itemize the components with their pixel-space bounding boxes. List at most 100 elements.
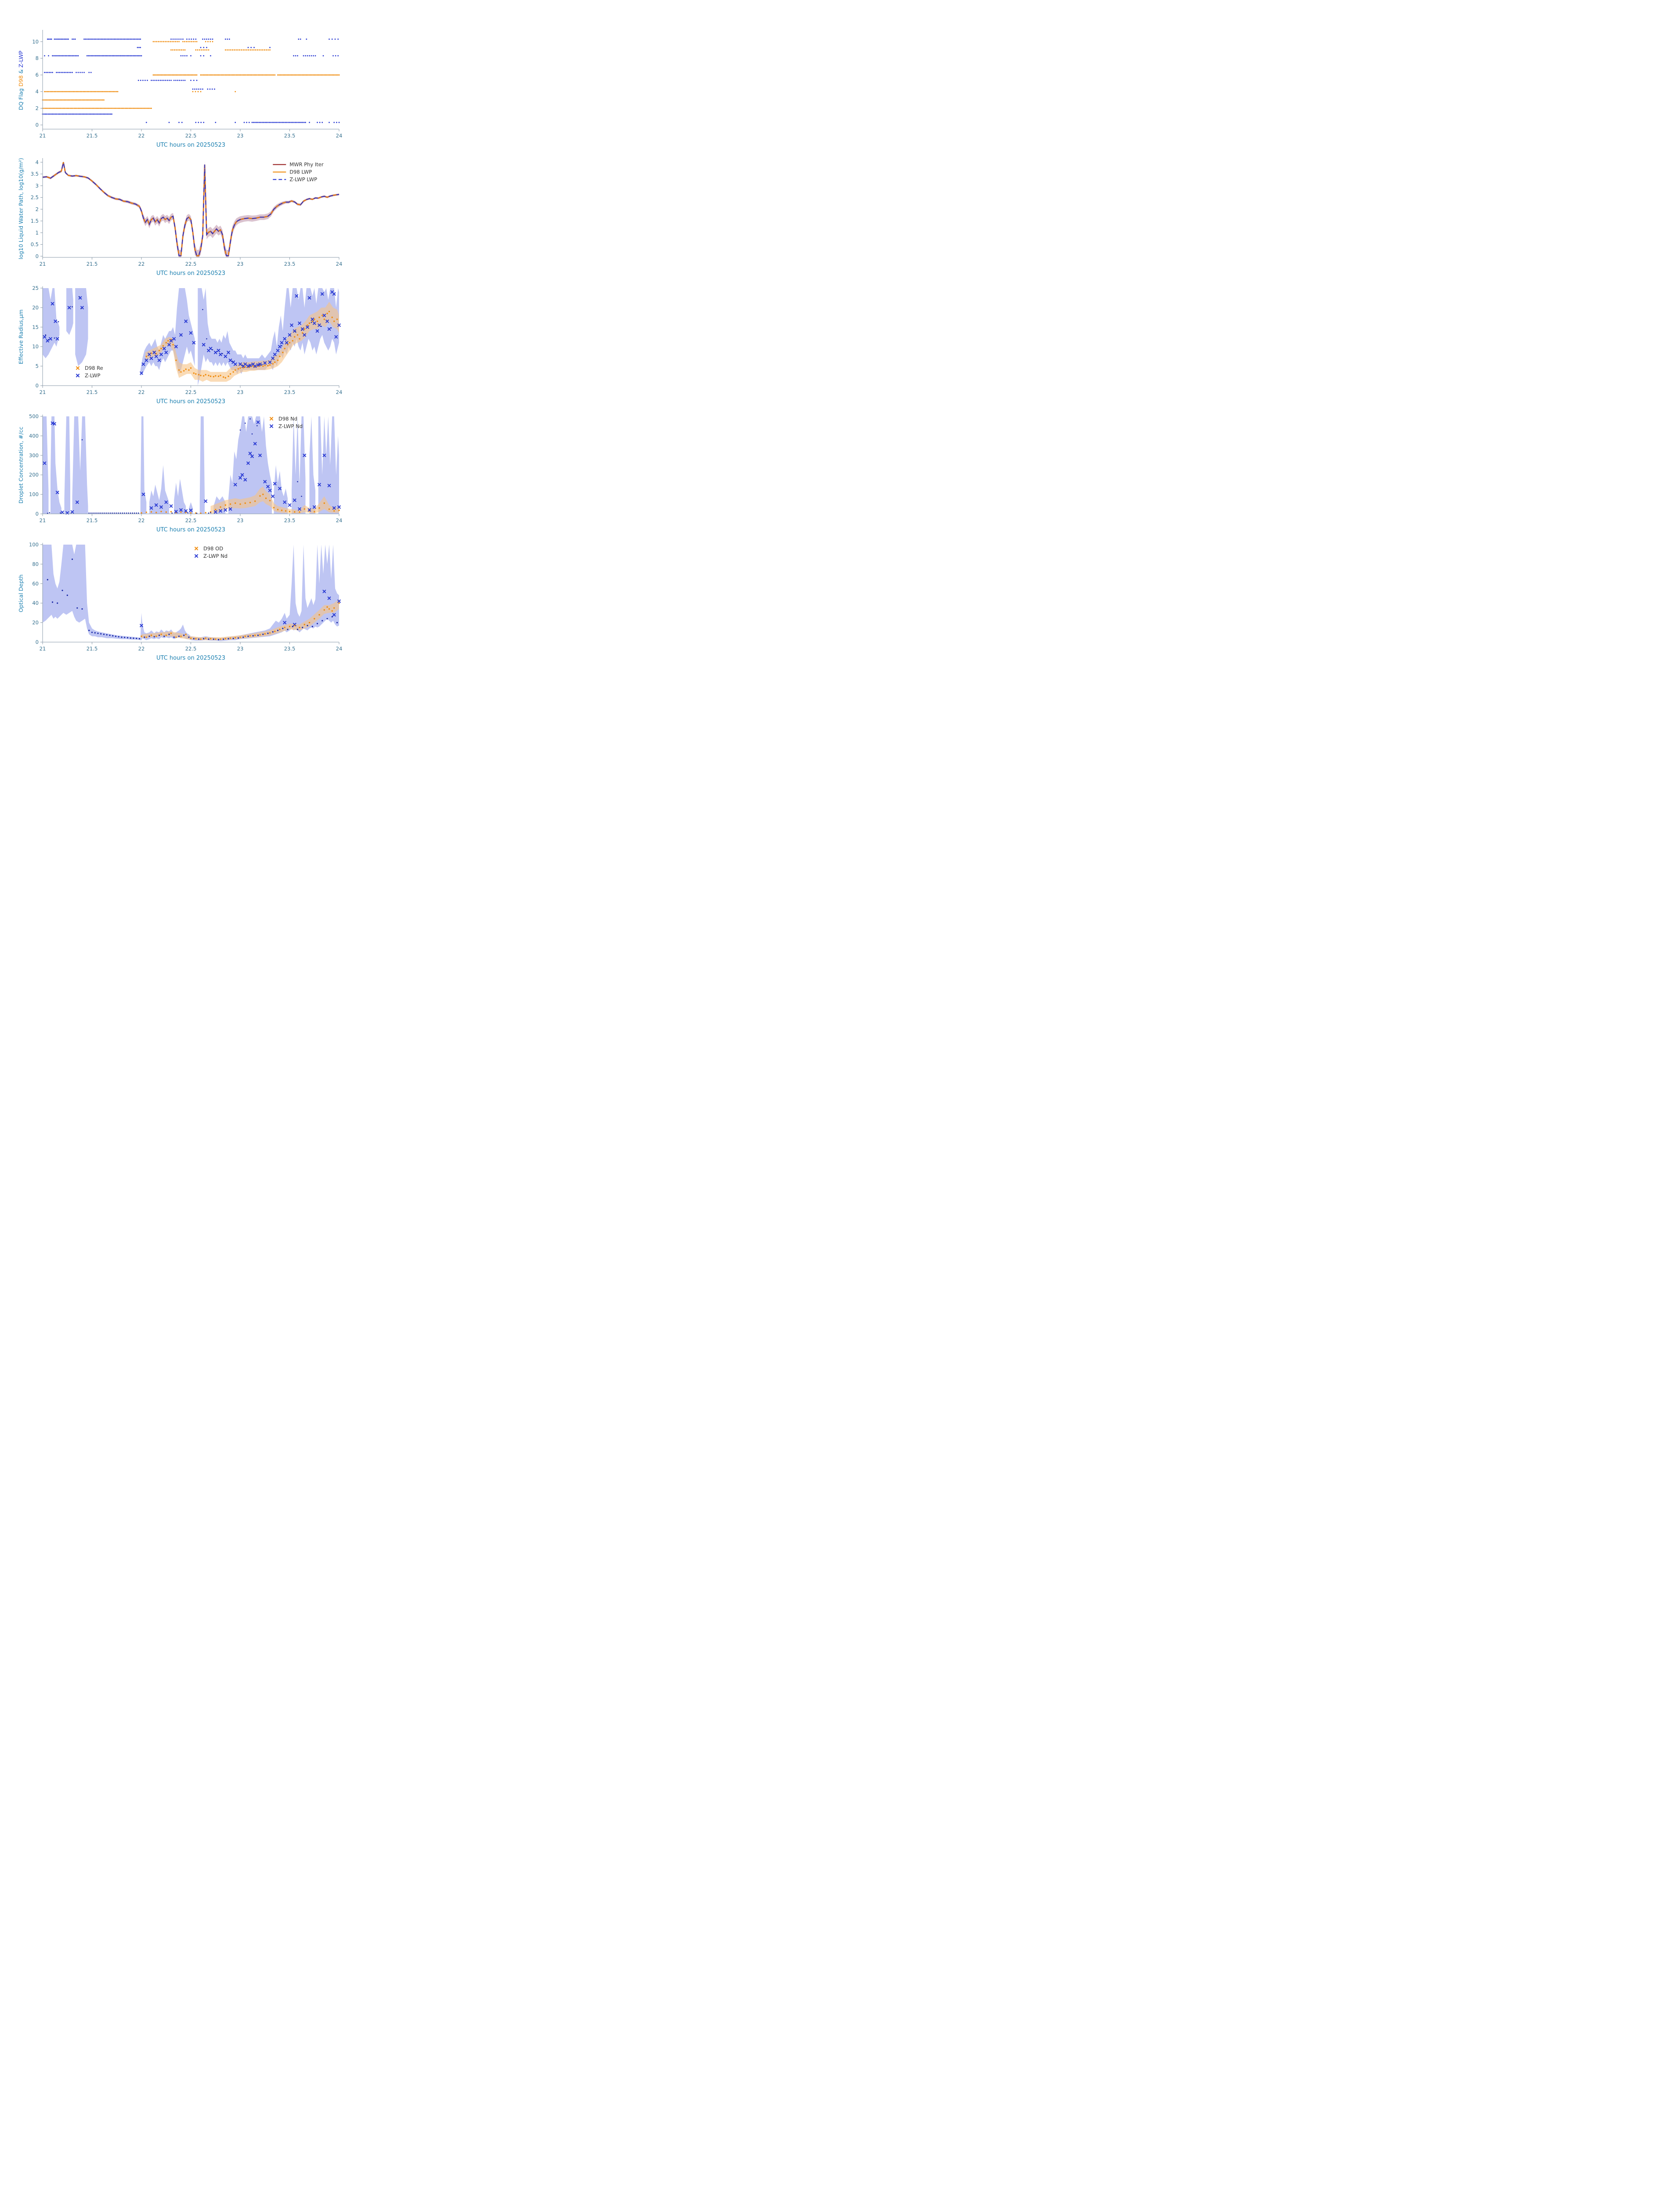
zlwp-flag-dots: [51, 38, 52, 40]
zlwp-re-x: [179, 333, 183, 337]
d98-od-dots: [279, 628, 281, 630]
zlwp-flag-dots: [132, 38, 134, 40]
zlwp-flag-dots: [65, 72, 67, 73]
d98-flag-dots: [244, 74, 246, 76]
d98-flag-dots: [192, 41, 194, 43]
zlwp-flag-dots: [280, 122, 282, 123]
zlwp-re-band: [198, 288, 339, 386]
zlwp-re-x: [202, 343, 206, 347]
zlwp-nd-x: [75, 500, 79, 504]
zlwp-flag-dots: [124, 55, 126, 57]
zlwp-flag-dots: [81, 113, 83, 115]
zlwp-flag-dots: [121, 38, 123, 40]
zlwp-re-x: [169, 339, 173, 343]
d98-flag-dots: [68, 108, 69, 109]
zlwp-flag-dots: [261, 122, 263, 123]
zlwp-nd-x: [218, 509, 223, 513]
d98-flag-dots: [120, 108, 122, 109]
zlwp-nd-x: [159, 505, 163, 509]
d98-re-dots: [269, 364, 271, 366]
d98-flag-dots: [162, 74, 164, 76]
d98-flag-dots: [83, 99, 84, 101]
zlwp-flag-dots: [107, 113, 108, 115]
d98-od-dots: [314, 618, 315, 620]
legend-marker-x: [269, 417, 274, 421]
zlwp-nd-small-dots: [130, 512, 131, 514]
zlwp-od-dots: [223, 638, 224, 640]
d98-flag-dots: [259, 74, 260, 76]
d98-flag-dots: [182, 41, 184, 43]
zlwp-nd-x: [293, 498, 296, 502]
d98-flag-dots: [234, 74, 236, 76]
zlwp-flag-dots: [59, 38, 61, 40]
zlwp-flag-dots: [314, 55, 316, 57]
d98-flag-dots: [58, 99, 60, 101]
zlwp-flag-dots: [73, 55, 75, 57]
x-tick-label: 21.5: [87, 133, 98, 139]
d98-flag-dots: [308, 74, 310, 76]
zlwp-flag-dots: [210, 55, 211, 57]
zlwp-flag-dots: [140, 38, 141, 40]
d98-re-dots: [284, 347, 285, 350]
d98-nd-dots: [254, 500, 256, 502]
zlwp-re-x: [315, 329, 319, 333]
zlwp-flag-dots: [263, 122, 264, 123]
zlwp-re-small-dots: [295, 331, 296, 332]
d98-flag-dots: [176, 74, 177, 76]
zlwp-flag-dots: [295, 122, 296, 123]
d98-nd-dots: [262, 493, 264, 495]
d98-flag-dots: [47, 99, 49, 101]
zlwp-nd-x: [266, 484, 270, 488]
d98-nd-dots: [289, 511, 291, 513]
zlwp-od-dots: [66, 594, 68, 596]
x-tick-label: 23.5: [284, 646, 296, 652]
d98-flag-dots: [76, 108, 78, 109]
zlwp-flag-dots: [60, 72, 62, 73]
zlwp-flag-dots: [77, 72, 79, 73]
d98-flag-dots: [170, 74, 172, 76]
zlwp-nd-x: [141, 492, 145, 496]
d98-flag-dots: [270, 74, 271, 76]
d98-re-dots: [165, 342, 167, 343]
zlwp-re-band: [75, 288, 88, 366]
zlwp-re-band: [66, 288, 73, 335]
d98-flag-dots: [255, 74, 257, 76]
zlwp-flag-dots: [98, 55, 99, 57]
zlwp-flag-dots: [106, 55, 108, 57]
zlwp-flag-dots: [259, 122, 260, 123]
y-tick-label: 200: [29, 472, 39, 478]
lwp-uncertainty-band: [43, 161, 339, 257]
zlwp-nd-small-dots: [301, 495, 302, 497]
zlwp-flag-dots: [50, 113, 52, 115]
zlwp-re-band: [140, 288, 195, 376]
y-tick-label: 0.5: [31, 242, 39, 248]
d98-flag-dots: [59, 99, 61, 101]
legend-label: Z-LWP Nd: [203, 553, 228, 559]
d98-flag-dots: [58, 108, 60, 109]
d98-flag-dots: [228, 49, 230, 51]
d98-flag-dots: [230, 74, 232, 76]
d98-od-dots: [289, 625, 291, 628]
d98-flag-dots: [192, 74, 194, 76]
d98-flag-dots: [245, 74, 247, 76]
zlwp-flag-dots: [334, 38, 336, 40]
zlwp-flag-dots: [257, 122, 259, 123]
zlwp-od-dots: [257, 634, 259, 636]
zlwp-od-dots: [109, 634, 111, 636]
d98-flag-dots: [98, 91, 99, 93]
zlwp-flag-dots: [178, 38, 180, 40]
zlwp-nd-x: [283, 500, 287, 504]
d98-flag-dots: [333, 74, 334, 76]
zlwp-flag-dots: [264, 122, 266, 123]
legend-label: Z-LWP: [85, 372, 101, 379]
d98-flag-dots: [84, 108, 86, 109]
zlwp-flag-dots: [307, 55, 308, 57]
zlwp-re-x: [141, 362, 145, 366]
d98-flag-dots: [168, 41, 170, 43]
zlwp-od-dots: [148, 636, 150, 637]
zlwp-flag-dots: [305, 122, 306, 123]
zlwp-flag-dots: [300, 38, 301, 40]
zlwp-flag-dots: [77, 55, 79, 57]
zlwp-flag-dots: [59, 55, 61, 57]
zlwp-re-x: [320, 292, 324, 296]
